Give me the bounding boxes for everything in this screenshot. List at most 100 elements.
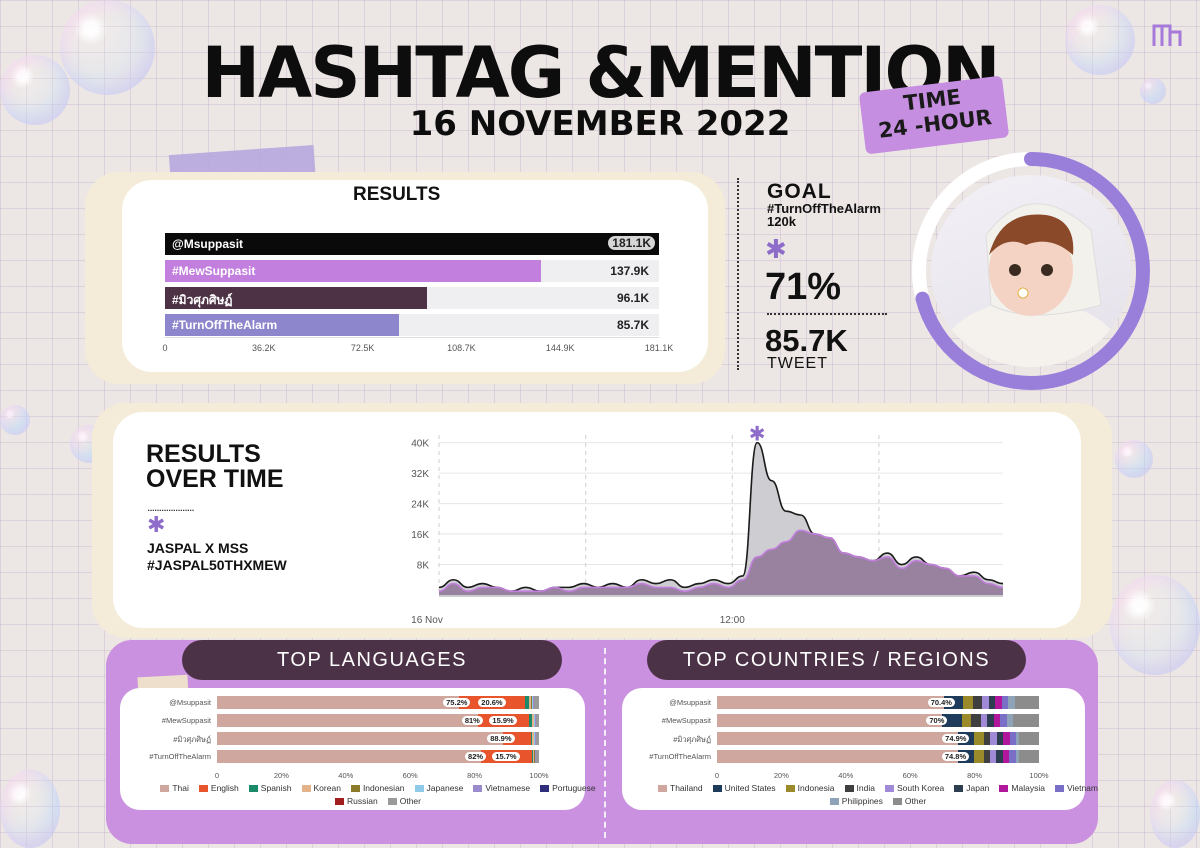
legend-label: Spanish (260, 783, 292, 793)
stack-tick-label: 80% (967, 771, 983, 780)
stack-segment (534, 714, 536, 727)
legend-swatch (301, 785, 311, 793)
stack-segment (535, 714, 539, 727)
stack-tick-label: 0 (214, 771, 220, 780)
stack-segment (1009, 732, 1017, 745)
stack-legend: Thai English Spanish Korean Indonesian Japane… (157, 783, 599, 806)
stack-segment (217, 732, 504, 745)
stack-segment (983, 732, 991, 745)
stack-tick-label: 60% (402, 771, 418, 780)
goal-progress-arc (912, 152, 1150, 390)
stack-segment (217, 696, 460, 709)
stack-segment (717, 750, 958, 763)
legend-swatch (712, 785, 722, 793)
bubble-decoration (1110, 575, 1200, 675)
stack-segment (990, 732, 997, 745)
stack-segment (1006, 714, 1014, 727)
result-bar-row: @Msuppasit 181.1K (165, 233, 659, 255)
stack-tick-label: 20% (273, 771, 289, 780)
over-time-line1: JASPAL X MSS (147, 540, 249, 556)
legend-swatch (335, 798, 344, 806)
results-tick-label: 36.2K (252, 343, 276, 353)
legend-item: Vietnamese (473, 783, 530, 793)
stack-segment (1001, 696, 1009, 709)
stack-segment (942, 714, 962, 727)
stack-tick-label: 40% (338, 771, 354, 780)
result-bar-row: #มิวศุภศิษฏ์ 96.1K (165, 287, 659, 309)
stack-segment (973, 750, 984, 763)
stack-tick-label: 100% (1029, 771, 1049, 780)
bubble-decoration (1115, 440, 1153, 478)
stack-segment (982, 696, 989, 709)
goal-progress-ring (912, 152, 1150, 390)
legend-label: United States (724, 783, 776, 793)
legend-item: Indonesian (350, 783, 405, 793)
goal-count-label: TWEET (767, 355, 828, 372)
stack-segment (534, 696, 539, 709)
legend-label: Korean (313, 783, 341, 793)
stack-segment (525, 696, 530, 709)
stack-segment (971, 714, 982, 727)
series-line (438, 529, 1004, 592)
legend-item: South Korea (884, 783, 944, 793)
legend-label: Vietnam (1066, 783, 1098, 793)
stack-segment (1003, 732, 1010, 745)
legend-label: Thailand (670, 783, 703, 793)
y-tick-label: 40K (411, 439, 429, 450)
legend-swatch (844, 785, 854, 793)
star-icon: ✱ (147, 512, 166, 537)
page-date: 16 NOVEMBER 2022 (409, 104, 791, 144)
stack-segment (217, 750, 482, 763)
stack-segment (529, 714, 533, 727)
goal-percent-divider (767, 313, 887, 315)
legend-swatch (954, 785, 964, 793)
series-area (439, 530, 1003, 595)
legend-label: Japan (966, 783, 990, 793)
stack-segment (534, 750, 535, 763)
top-countries-title: TOP COUNTRIES / REGIONS (647, 640, 1026, 680)
stack-segment (990, 750, 997, 763)
goal-count: 85.7K (765, 323, 848, 358)
stack-value-label: 81% (461, 715, 483, 725)
star-icon: ✱ (749, 425, 766, 446)
legend-swatch (198, 785, 208, 793)
legend-item: Other (892, 796, 927, 806)
stack-value-label: 74.8% (941, 751, 970, 761)
stack-segment (530, 696, 533, 709)
legend-item: United States (712, 783, 776, 793)
legend-swatch (160, 785, 170, 793)
legend-label: Other (904, 796, 927, 806)
stack-category-label: #MewSuppasit (161, 716, 211, 725)
bubble-decoration (1150, 780, 1200, 848)
legend-label: Philippines (841, 796, 883, 806)
stack-segment (996, 732, 1004, 745)
over-time-dots: .................... (147, 500, 195, 514)
series-line (438, 441, 1004, 592)
legend-swatch (387, 798, 397, 806)
result-bar-value: 137.9K (610, 264, 649, 278)
bubble-decoration (1140, 78, 1166, 104)
legend-item: Spanish (248, 783, 292, 793)
stack-segment (1019, 732, 1039, 745)
stack-value-label: 88.9% (487, 733, 515, 743)
legend-item: Portuguese (540, 783, 596, 793)
stack-value-label: 70.4% (927, 697, 955, 707)
page-title: HASHTAG &MENTION (201, 32, 1000, 114)
results-tick-label: 0 (162, 343, 168, 353)
stack-segment (1000, 714, 1007, 727)
stack-segment (531, 750, 534, 763)
y-tick-label: 8K (417, 561, 430, 572)
bubble-decoration (0, 405, 30, 435)
stack-segment (963, 696, 973, 709)
stack-category-label: #MewSuppasit (661, 716, 711, 725)
legend-item: Other (387, 796, 421, 806)
stack-tick-label: 60% (902, 771, 918, 780)
legend-swatch (829, 798, 839, 806)
result-bar-row: #MewSuppasit 137.9K (165, 260, 659, 282)
stack-segment (974, 732, 984, 745)
stack-segment (717, 696, 944, 709)
result-bar-row: #TurnOffTheAlarm 85.7K (165, 314, 659, 336)
over-time-title-line1: RESULTS (146, 440, 261, 468)
legend-item: Japanese (414, 783, 463, 793)
result-bar-label: #มิวศุภศิษฏ์ (172, 293, 233, 307)
